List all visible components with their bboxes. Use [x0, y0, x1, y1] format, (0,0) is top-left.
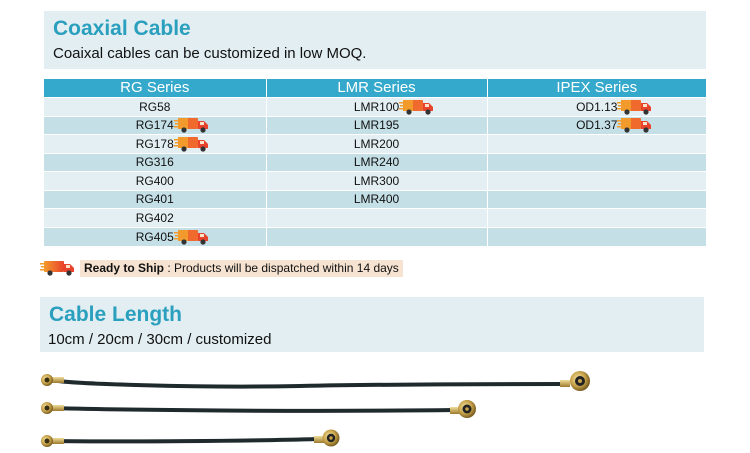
lmr-cell: LMR195 [266, 115, 488, 135]
section-title: Cable Length [49, 303, 183, 326]
cell-value: RG174 [136, 118, 208, 133]
table-row: RG401 LMR400 [44, 189, 706, 209]
lmr-cell: LMR300 [266, 171, 488, 190]
rg-cell: RG178 [44, 134, 267, 153]
ipex-cell [487, 171, 706, 190]
lmr-cell: LMR200 [266, 134, 488, 153]
delivery-truck-icon [399, 99, 434, 115]
rg-cell: RG58 [44, 97, 267, 116]
cable-10cm [41, 429, 340, 447]
rg-cell: RG174 [44, 115, 267, 135]
ipex-cell [487, 226, 706, 246]
cable-20cm [41, 400, 476, 418]
table-row: RG178 LMR200 [44, 134, 706, 153]
table-header-row: RG Series LMR Series IPEX Series [44, 79, 706, 98]
rg-cell: RG405 [44, 226, 267, 246]
lmr-cell [266, 208, 488, 227]
cable-series-table: RG Series LMR Series IPEX Series RG58 LMR… [44, 79, 706, 246]
section-description: 10cm / 20cm / 30cm / customized [48, 331, 272, 348]
ipex-cell: OD1.37 [487, 115, 706, 135]
cell-value: LMR200 [353, 136, 400, 151]
delivery-truck-icon [173, 118, 208, 133]
lmr-cell: LMR100 [266, 97, 488, 116]
rg-cell: RG316 [44, 152, 267, 172]
rg-cell: RG400 [44, 171, 267, 190]
table-row: RG400 LMR300 [44, 171, 706, 190]
header-ipex-series: IPEX Series [487, 79, 706, 98]
cell-value: LMR100 [354, 99, 434, 115]
table-row: RG316 LMR240 [44, 152, 706, 172]
delivery-truck-icon [173, 229, 208, 245]
cell-value: LMR400 [353, 192, 400, 207]
header-rg-series: RG Series [44, 79, 267, 98]
cell-value: LMR300 [353, 173, 400, 188]
cell-value: OD1.13 [576, 99, 652, 115]
cell-value: RG316 [135, 155, 174, 170]
table-row: RG402 [44, 208, 706, 227]
rg-cell: RG401 [44, 189, 267, 209]
cell-value: OD1.37 [576, 118, 652, 133]
table-row: RG174 LMR195 OD1.37 [44, 115, 706, 135]
rg-cell: RG402 [44, 208, 267, 227]
table-row: RG405 [44, 226, 706, 246]
delivery-truck-icon [40, 261, 74, 276]
cell-value: RG405 [136, 229, 208, 245]
legend-description: : Products will be dispatched within 14 … [164, 261, 399, 275]
cell-value: RG401 [135, 192, 174, 207]
header-lmr-series: LMR Series [266, 79, 488, 98]
cable-length-header: Cable Length 10cm / 20cm / 30cm / custom… [40, 297, 704, 352]
section-description: Coaixal cables can be customized in low … [53, 45, 367, 62]
cable-lengths-illustration [41, 371, 590, 447]
coaxial-cable-header: Coaxial Cable Coaixal cables can be cust… [44, 11, 706, 69]
legend-label: Ready to Ship [84, 261, 165, 275]
ipex-cell [487, 189, 706, 209]
ipex-cell: OD1.13 [487, 97, 706, 116]
cell-value: RG178 [136, 136, 208, 152]
lmr-cell [266, 226, 488, 246]
section-title: Coaxial Cable [53, 17, 191, 40]
delivery-truck-icon [617, 99, 652, 115]
cell-value: RG400 [135, 173, 174, 188]
ipex-cell [487, 152, 706, 172]
lmr-cell: LMR240 [266, 152, 488, 172]
cell-value: RG402 [135, 210, 174, 225]
legend-text: Ready to Ship : Products will be dispatc… [80, 260, 403, 277]
ipex-cell [487, 208, 706, 227]
delivery-truck-icon [173, 136, 208, 152]
cell-value: LMR240 [353, 155, 400, 170]
cell-value: LMR195 [353, 118, 400, 133]
lmr-cell: LMR400 [266, 189, 488, 209]
table-row: RG58 LMR100 OD1.13 [44, 97, 706, 116]
cable-30cm [41, 371, 590, 391]
delivery-truck-icon [617, 118, 652, 133]
cell-value: RG58 [139, 99, 171, 114]
ipex-cell [487, 134, 706, 153]
